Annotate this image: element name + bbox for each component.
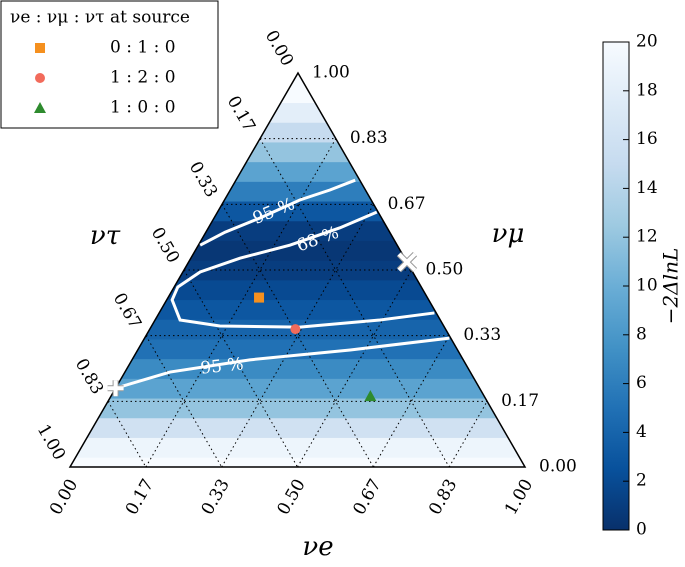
marker — [254, 292, 265, 303]
tau-tick-label: 0.50 — [147, 224, 183, 267]
grid-line — [107, 401, 147, 468]
e-tick-label: 1.00 — [501, 476, 537, 519]
contour — [199, 178, 356, 247]
grid-line — [448, 401, 488, 468]
heat-strip — [70, 141, 525, 163]
grid-line — [183, 269, 298, 468]
heat-strip — [70, 457, 525, 467]
grid-line — [259, 138, 450, 468]
colorbar-tick-label: 0 — [636, 520, 647, 540]
colorbar-tick-label: 4 — [636, 422, 647, 442]
contour — [170, 210, 435, 329]
legend-label: 0 : 1 : 0 — [110, 38, 176, 58]
grid-line — [145, 138, 337, 468]
tau-tick-label: 0.17 — [223, 93, 259, 136]
axis-label-tau: ντ — [90, 221, 121, 251]
heat-strip — [70, 358, 525, 379]
tau-tick-label: 1.00 — [33, 421, 69, 464]
e-tick-label: 0.17 — [122, 476, 158, 519]
contour-label: 95 % — [199, 354, 244, 378]
heat-strip — [70, 161, 525, 182]
colorbar-tick-label: 16 — [636, 129, 658, 149]
marker — [396, 251, 418, 273]
mu-tick-label: 0.50 — [426, 260, 464, 280]
axis-label-e: νe — [302, 532, 333, 562]
mu-tick-label: 0.00 — [539, 457, 577, 477]
colorbar-tick-label: 18 — [636, 80, 658, 100]
mu-tick-label: 0.67 — [388, 194, 426, 214]
grid-line — [221, 204, 375, 468]
marker — [35, 73, 45, 83]
marker — [34, 102, 46, 113]
grid — [107, 138, 488, 468]
e-tick-label: 0.83 — [425, 476, 461, 519]
tau-tick-label: 0.67 — [109, 290, 145, 333]
e-tick-label: 0.00 — [46, 476, 82, 519]
legend-title: νe : νμ : ντ at source — [10, 8, 190, 28]
mu-tick-label: 0.17 — [501, 391, 539, 411]
colorbar-tick-label: 6 — [636, 373, 647, 393]
marker — [107, 380, 124, 397]
tau-tick-label: 0.83 — [71, 355, 107, 398]
tau-tick-label: 0.33 — [185, 158, 221, 201]
mu-tick-label: 1.00 — [312, 63, 350, 83]
e-tick-label: 0.50 — [273, 476, 309, 519]
axis-label-mu: νμ — [492, 219, 525, 249]
colorbar-tick-label: 2 — [636, 471, 647, 491]
colorbar-label: −2ΔlnL — [659, 248, 683, 324]
heat-strip — [70, 417, 525, 438]
marker — [35, 43, 45, 53]
tau-tick-label: 0.00 — [261, 27, 297, 70]
heat-strip — [70, 201, 525, 222]
legend-label: 1 : 0 : 0 — [110, 98, 176, 118]
legend-box — [0, 0, 219, 129]
mu-tick-label: 0.33 — [463, 325, 501, 345]
e-tick-label: 0.33 — [198, 476, 234, 519]
legend-label: 1 : 2 : 0 — [110, 68, 176, 88]
mu-tick-label: 0.83 — [350, 128, 388, 148]
heat-strip — [70, 398, 525, 419]
colorbar-tick-label: 8 — [636, 324, 647, 344]
colorbar-tick-label: 20 — [636, 32, 658, 52]
marker-body — [107, 380, 124, 397]
colorbar-tick-label: 10 — [636, 276, 658, 296]
heat-strip — [70, 279, 525, 301]
contour — [115, 336, 450, 390]
grid-line — [372, 335, 450, 468]
colorbar-tick-label: 12 — [636, 227, 658, 247]
colorbar-tick-label: 14 — [636, 178, 658, 198]
heat-strip — [70, 437, 525, 458]
heat-strip — [70, 378, 525, 399]
grid-line — [221, 204, 374, 468]
marker-body — [397, 252, 417, 272]
heat-strip — [70, 73, 525, 84]
marker — [364, 390, 377, 402]
marker — [290, 324, 301, 335]
e-tick-label: 0.67 — [349, 476, 385, 519]
grid-line — [145, 335, 223, 468]
heat-strip — [70, 181, 525, 202]
grid-line — [297, 269, 412, 468]
